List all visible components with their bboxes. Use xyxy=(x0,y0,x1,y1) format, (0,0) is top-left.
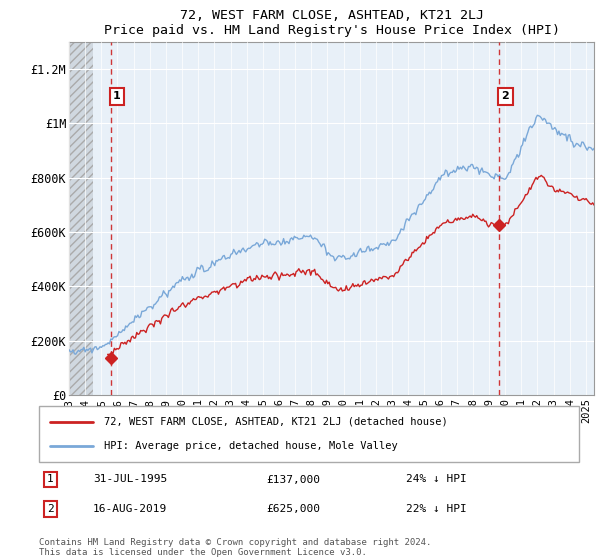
Text: 72, WEST FARM CLOSE, ASHTEAD, KT21 2LJ (detached house): 72, WEST FARM CLOSE, ASHTEAD, KT21 2LJ (… xyxy=(104,417,448,427)
Text: HPI: Average price, detached house, Mole Valley: HPI: Average price, detached house, Mole… xyxy=(104,441,398,451)
Text: £137,000: £137,000 xyxy=(266,474,320,484)
Text: 2: 2 xyxy=(502,91,509,101)
Text: 24% ↓ HPI: 24% ↓ HPI xyxy=(406,474,467,484)
Title: 72, WEST FARM CLOSE, ASHTEAD, KT21 2LJ
Price paid vs. HM Land Registry's House P: 72, WEST FARM CLOSE, ASHTEAD, KT21 2LJ P… xyxy=(104,8,560,36)
FancyBboxPatch shape xyxy=(39,406,579,462)
Text: 2: 2 xyxy=(47,504,54,514)
Text: 22% ↓ HPI: 22% ↓ HPI xyxy=(406,504,467,514)
Text: 1: 1 xyxy=(47,474,54,484)
Text: 31-JUL-1995: 31-JUL-1995 xyxy=(93,474,167,484)
Text: 1: 1 xyxy=(113,91,121,101)
Bar xyxy=(69,42,93,395)
Text: 16-AUG-2019: 16-AUG-2019 xyxy=(93,504,167,514)
Text: Contains HM Land Registry data © Crown copyright and database right 2024.
This d: Contains HM Land Registry data © Crown c… xyxy=(39,538,431,557)
Text: £625,000: £625,000 xyxy=(266,504,320,514)
